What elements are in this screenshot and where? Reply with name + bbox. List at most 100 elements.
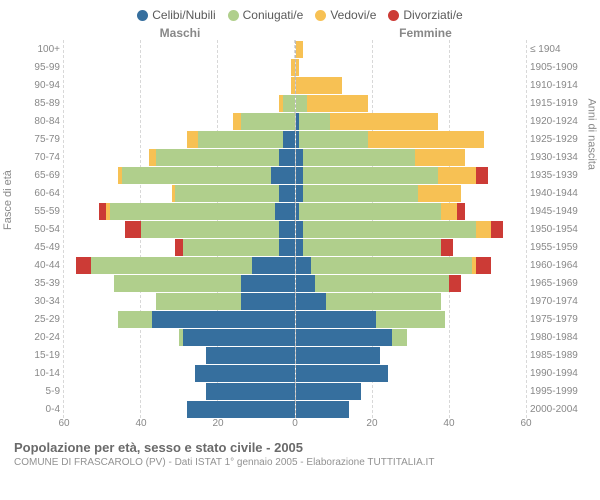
segment-w (441, 203, 456, 220)
age-label: 75-79 (18, 134, 64, 145)
segment-w (307, 95, 368, 112)
birth-label: 1970-1974 (526, 296, 588, 307)
age-label: 5-9 (18, 386, 64, 397)
age-label: 60-64 (18, 188, 64, 199)
age-label: 40-44 (18, 260, 64, 271)
segment-c (275, 203, 294, 220)
bar-male (64, 383, 295, 400)
bar-female (295, 257, 527, 274)
segment-con (175, 185, 279, 202)
segment-con (376, 311, 445, 328)
segment-w (438, 167, 476, 184)
segment-con (299, 131, 368, 148)
segment-con (299, 203, 441, 220)
x-tick: 60 (520, 418, 531, 429)
bar-female (295, 401, 527, 418)
bar-male (64, 203, 295, 220)
legend-swatch (137, 10, 148, 21)
segment-con (315, 275, 449, 292)
age-row: 45-491955-1959 (18, 238, 588, 256)
segment-c (183, 329, 294, 346)
age-label: 35-39 (18, 278, 64, 289)
segment-c (187, 401, 295, 418)
bar-female (295, 221, 527, 238)
chart-footer: Popolazione per età, sesso e stato civil… (14, 440, 600, 468)
chart-title: Popolazione per età, sesso e stato civil… (14, 440, 600, 455)
age-label: 55-59 (18, 206, 64, 217)
age-row: 5-91995-1999 (18, 382, 588, 400)
label-females: Femmine (305, 26, 545, 40)
bar-male (64, 311, 295, 328)
birth-label: 1975-1979 (526, 314, 588, 325)
bar-female (295, 293, 527, 310)
age-row: 65-691935-1939 (18, 166, 588, 184)
segment-con (156, 149, 279, 166)
segment-d (457, 203, 465, 220)
segment-c (296, 275, 315, 292)
segment-con (303, 167, 437, 184)
birth-label: 2000-2004 (526, 404, 588, 415)
age-row: 70-741930-1934 (18, 148, 588, 166)
age-row: 30-341970-1974 (18, 292, 588, 310)
segment-c (271, 167, 294, 184)
legend-swatch (228, 10, 239, 21)
segment-w (415, 149, 465, 166)
segment-c (279, 239, 294, 256)
segment-d (476, 257, 491, 274)
bar-male (64, 347, 295, 364)
segment-c (241, 275, 295, 292)
age-label: 15-19 (18, 350, 64, 361)
x-tick: 20 (366, 418, 377, 429)
pyramid-chart: Celibi/NubiliConiugati/eVedovi/eDivorzia… (0, 0, 600, 500)
age-label: 70-74 (18, 152, 64, 163)
bar-female (295, 275, 527, 292)
age-row: 0-42000-2004 (18, 400, 588, 418)
age-row: 80-841920-1924 (18, 112, 588, 130)
birth-label: 1940-1944 (526, 188, 588, 199)
segment-c (296, 365, 388, 382)
legend-label: Coniugati/e (243, 8, 304, 22)
segment-c (206, 383, 294, 400)
y-axis-title-left: Fasce di età (2, 170, 14, 230)
age-row: 25-29 1975-1979 (18, 310, 588, 328)
chart-subtitle: COMUNE DI FRASCAROLO (PV) - Dati ISTAT 1… (14, 457, 600, 468)
legend-item: Vedovi/e (315, 8, 376, 22)
age-label: 20-24 (18, 332, 64, 343)
birth-label: 1980-1984 (526, 332, 588, 343)
bar-female (295, 203, 527, 220)
bar-female (295, 77, 527, 94)
bar-female (295, 329, 527, 346)
segment-con (303, 185, 418, 202)
age-label: 25-29 (18, 314, 64, 325)
segment-con (183, 239, 279, 256)
age-row: 40-441960-1964 (18, 256, 588, 274)
segment-con (198, 131, 283, 148)
segment-con (303, 221, 476, 238)
segment-con (118, 311, 153, 328)
segment-c (296, 293, 327, 310)
section-labels: Maschi Femmine (0, 26, 600, 40)
bar-female (295, 167, 527, 184)
legend-item: Divorziati/e (388, 8, 462, 22)
age-row: 90-941910-1914 (18, 76, 588, 94)
segment-c (241, 293, 295, 310)
age-row: 50-541950-1954 (18, 220, 588, 238)
segment-c (296, 149, 304, 166)
segment-c (296, 257, 311, 274)
birth-label: 1905-1909 (526, 62, 588, 73)
bar-male (64, 293, 295, 310)
birth-label: 1910-1914 (526, 80, 588, 91)
segment-d (76, 257, 91, 274)
legend: Celibi/NubiliConiugati/eVedovi/eDivorzia… (0, 0, 600, 22)
segment-d (491, 221, 503, 238)
segment-c (283, 131, 295, 148)
segment-c (206, 347, 294, 364)
birth-label: ≤ 1904 (526, 44, 588, 55)
segment-c (296, 347, 381, 364)
segment-con (122, 167, 272, 184)
label-males: Maschi (55, 26, 306, 40)
segment-con (110, 203, 275, 220)
age-row: 95-991905-1909 (18, 58, 588, 76)
bar-female (295, 95, 527, 112)
segment-d (441, 239, 453, 256)
